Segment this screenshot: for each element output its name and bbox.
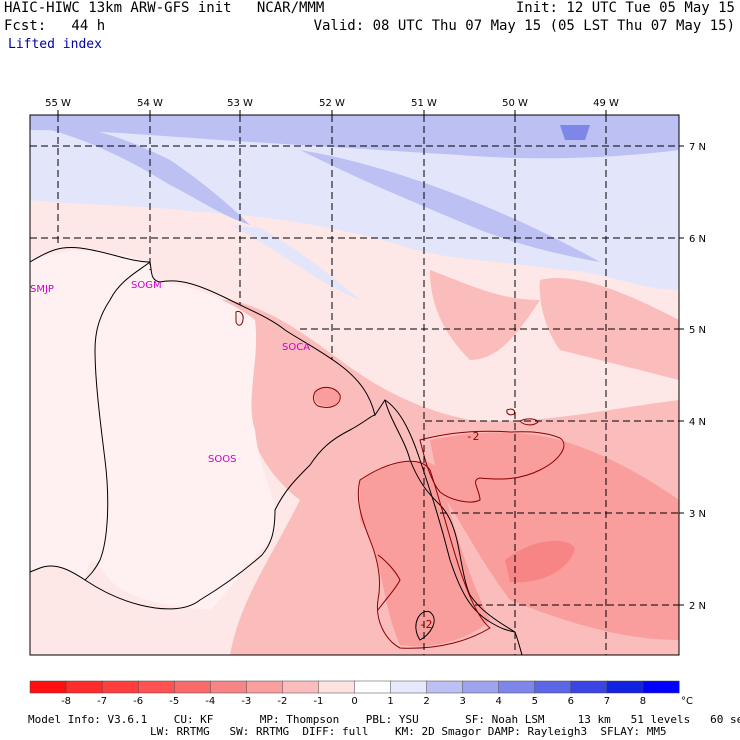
colorbar-tick-label: 5 xyxy=(532,696,538,707)
colorbar-tick-label: -8 xyxy=(61,696,71,707)
colorbar: -8 -7 -6 -5 -4 -3 -2 -1 0 1 2 3 4 5 6 7 8 °C xyxy=(29,680,693,707)
lat-lon-grid xyxy=(30,115,679,655)
colorbar-swatch xyxy=(210,680,247,694)
lat-label: 2 N xyxy=(689,601,706,612)
lon-label: 49 W xyxy=(593,98,619,109)
contour-label: -2 xyxy=(466,430,479,443)
coastal-land-shading xyxy=(30,250,277,610)
lifted-index-contours xyxy=(235,311,565,649)
model-info-line2: LW: RRTMG SW: RRTMG DIFF: full KM: 2D Sm… xyxy=(150,725,667,738)
colorbar-swatch xyxy=(642,680,680,694)
colorbar-swatch xyxy=(173,680,211,694)
lon-label: 55 W xyxy=(45,98,71,109)
station-label-smjp: SMJP xyxy=(30,284,54,295)
lat-label: 5 N xyxy=(689,325,706,336)
colorbar-tick-label: 2 xyxy=(423,696,429,707)
colorbar-tick-label: -4 xyxy=(205,696,215,707)
lon-label: 50 W xyxy=(502,98,528,109)
colorbar-tick-label: 7 xyxy=(604,696,610,707)
colorbar-tick-label: -6 xyxy=(133,696,143,707)
colorbar-tick-label: -2 xyxy=(277,696,287,707)
colorbar-swatch xyxy=(390,680,428,694)
colorbar-tick-label: 6 xyxy=(568,696,574,707)
colorbar-tick-label: -7 xyxy=(97,696,107,707)
colorbar-swatch xyxy=(246,680,283,694)
positive-index-field xyxy=(30,115,679,418)
colorbar-swatch xyxy=(426,680,464,694)
negative-index-field xyxy=(210,270,679,655)
model-title: HAIC-HIWC 13km ARW-GFS init NCAR/MMM xyxy=(4,0,325,16)
colorbar-swatch xyxy=(318,680,356,694)
colorbar-tick-label: 3 xyxy=(459,696,465,707)
lon-ticks xyxy=(57,110,607,115)
colorbar-tick-label: 1 xyxy=(387,696,393,707)
colorbar-swatch xyxy=(498,680,536,694)
lon-label: 52 W xyxy=(319,98,345,109)
colorbar-swatch xyxy=(534,680,572,694)
lon-label: 51 W xyxy=(411,98,437,109)
colorbar-tick-label: 4 xyxy=(496,696,502,707)
colorbar-tick-label: -1 xyxy=(313,696,323,707)
colorbar-unit: °C xyxy=(681,696,693,707)
colorbar-swatch xyxy=(137,680,175,694)
colorbar-tick-label: -5 xyxy=(169,696,179,707)
map-frame xyxy=(29,114,680,656)
lon-label: 54 W xyxy=(137,98,163,109)
colorbar-swatch xyxy=(462,680,500,694)
colorbar-tick-label: 0 xyxy=(351,696,357,707)
field-name: Lifted index xyxy=(8,37,102,52)
lat-label: 3 N xyxy=(689,509,706,520)
colorbar-swatch xyxy=(101,680,139,694)
lat-label: 6 N xyxy=(689,234,706,245)
lat-label: 7 N xyxy=(689,142,706,153)
model-info-line1: Model Info: V3.6.1 CU: KF MP: Thompson P… xyxy=(28,713,740,726)
station-label-soos: SOOS xyxy=(208,454,236,465)
colorbar-swatch xyxy=(282,680,320,694)
colorbar-swatch xyxy=(29,680,67,694)
init-time: Init: 12 UTC Tue 05 May 15 xyxy=(515,0,735,16)
colorbar-tick-label: 8 xyxy=(640,696,646,707)
contour-label: -2 xyxy=(419,618,432,631)
colorbar-tick-label: -3 xyxy=(241,696,251,707)
station-label-soca: SOCA xyxy=(282,342,310,353)
lat-label: 4 N xyxy=(689,417,706,428)
colorbar-swatch xyxy=(65,680,103,694)
colorbar-swatch xyxy=(354,680,392,694)
lat-ticks xyxy=(679,145,684,606)
valid-time: Valid: 08 UTC Thu 07 May 15 (05 LST Thu … xyxy=(313,18,735,34)
station-label-sogm: SOGM xyxy=(131,280,162,291)
colorbar-swatch xyxy=(570,680,608,694)
forecast-hour: Fcst: 44 h xyxy=(4,18,106,34)
lon-label: 53 W xyxy=(227,98,253,109)
colorbar-swatch xyxy=(606,680,644,694)
